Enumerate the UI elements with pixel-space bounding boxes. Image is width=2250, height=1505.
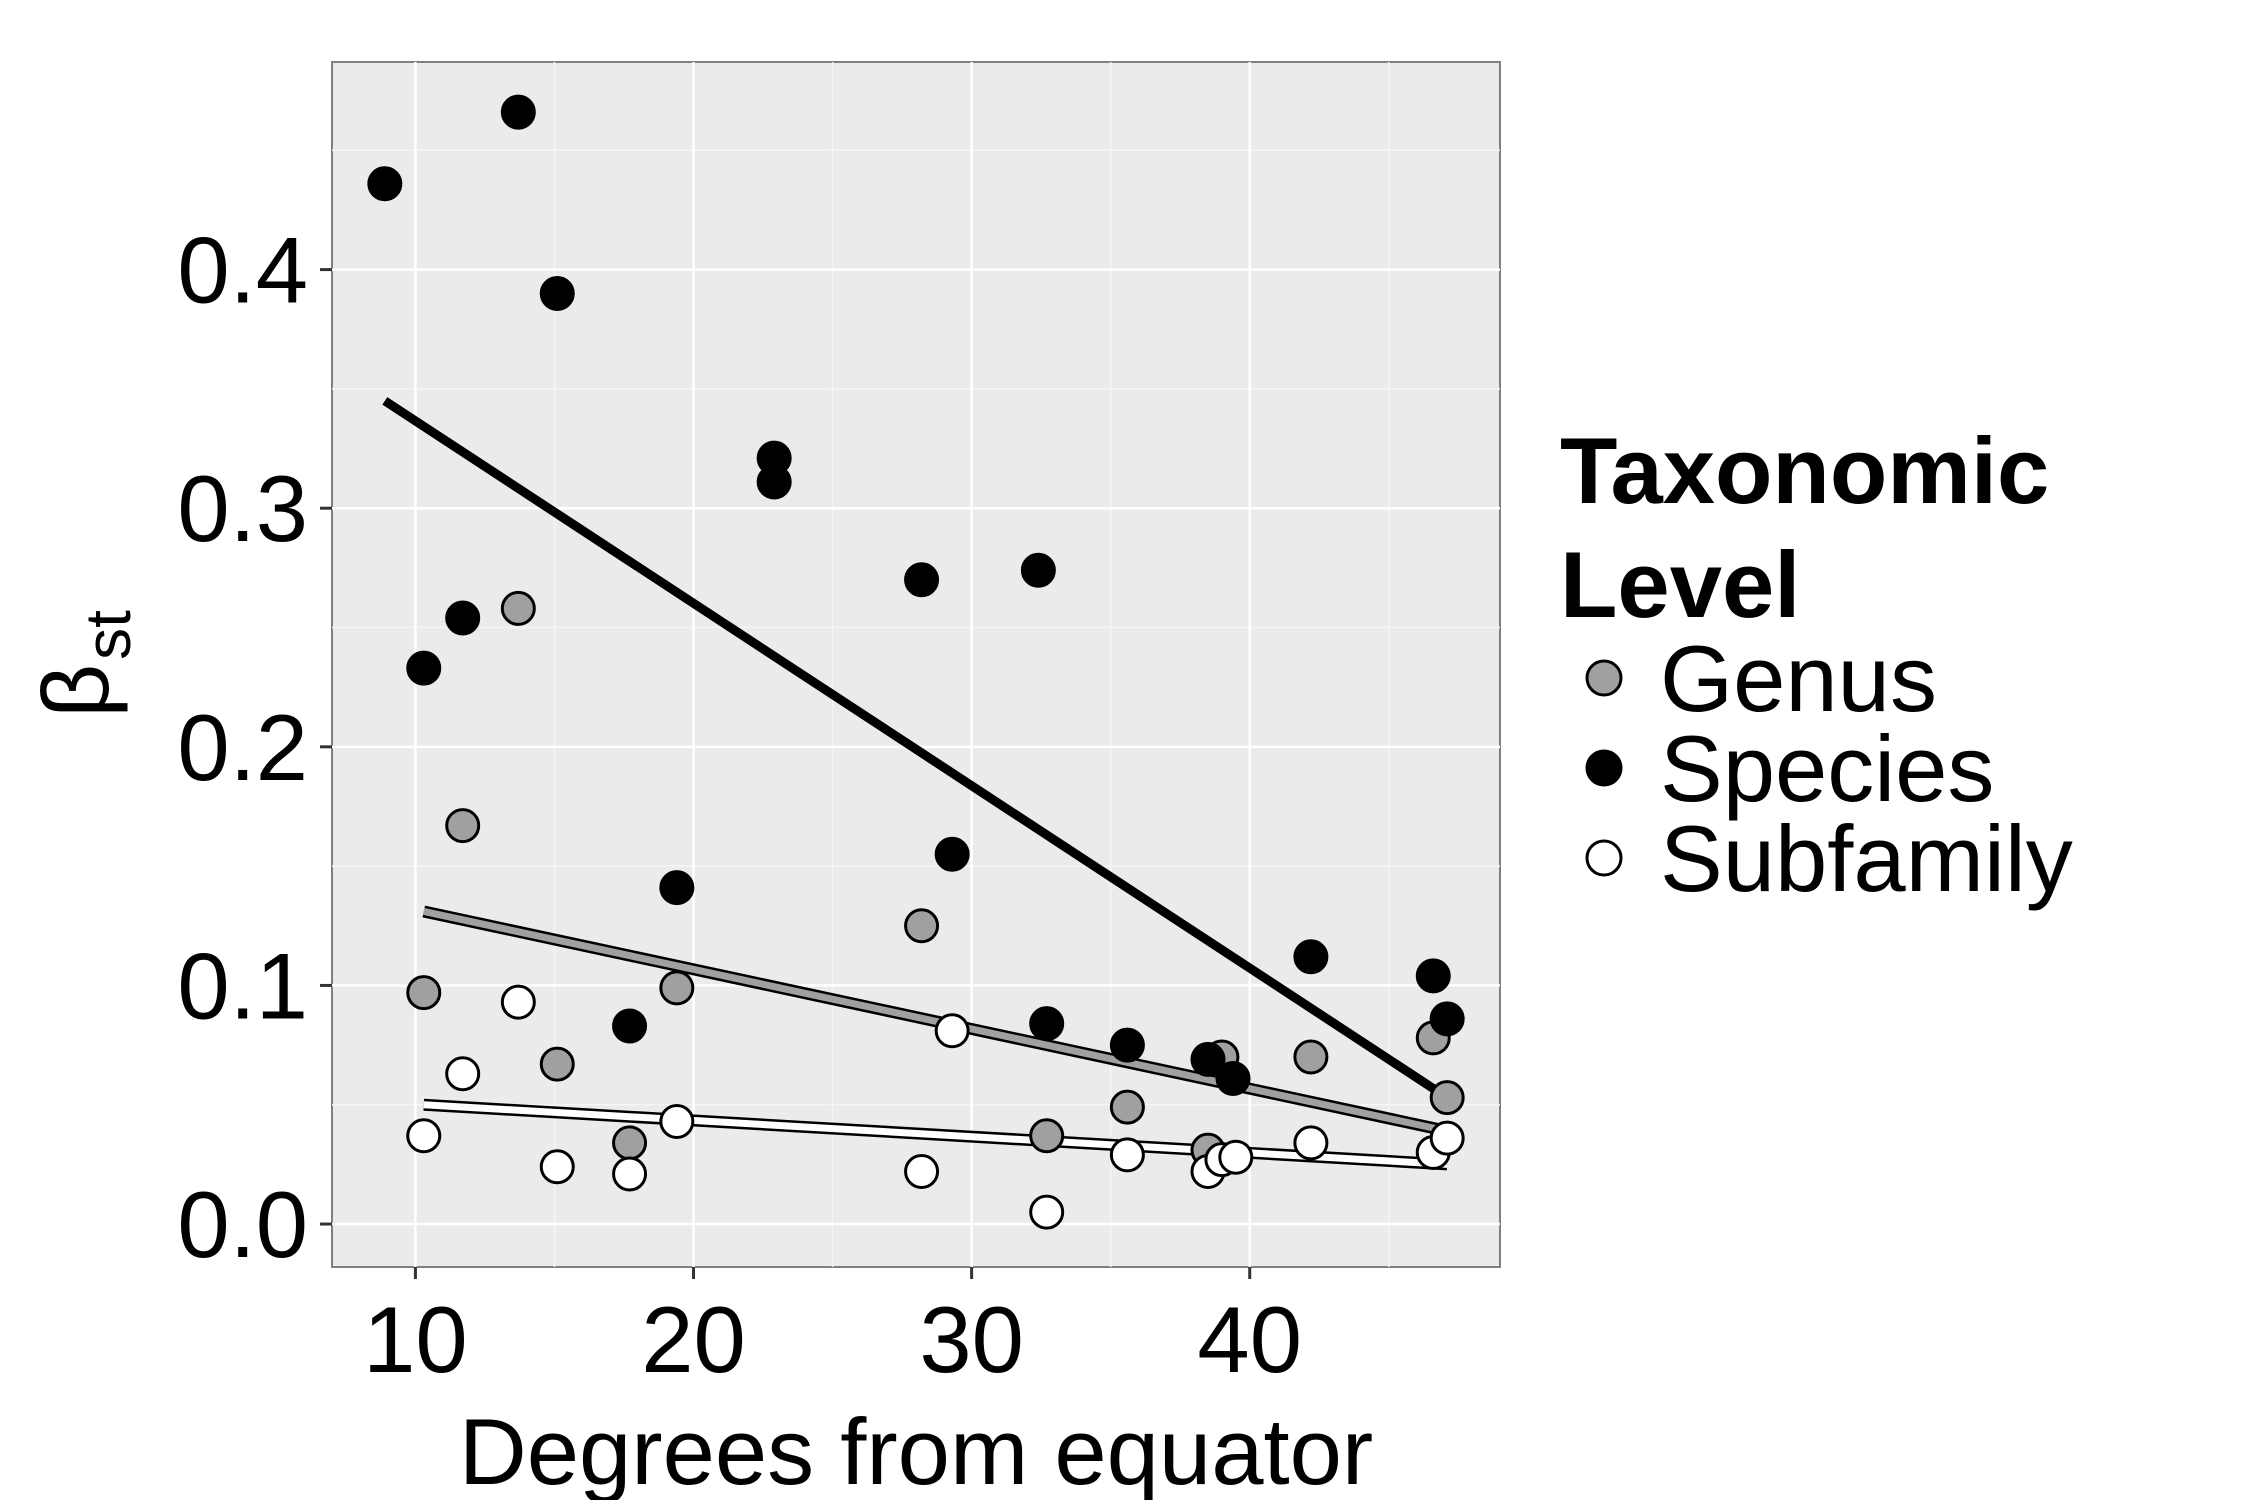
data-point-subfamily [659,1103,695,1139]
data-point-species [406,650,442,686]
y-tick-label: 0.3 [177,456,308,561]
data-point-species [367,166,403,202]
data-point-species [1029,1006,1065,1042]
x-axis-ticks: 10 20 30 40 [363,1267,1302,1392]
legend-marker-species [1585,749,1623,787]
y-tick-label: 0.1 [177,933,308,1038]
x-tick-label: 20 [641,1287,746,1392]
data-point-genus [1109,1089,1145,1125]
y-axis-title: βst [23,610,144,718]
data-point-genus [539,1046,575,1082]
data-point-species [904,562,940,598]
y-tick-label: 0.2 [177,695,308,800]
data-point-subfamily [934,1013,970,1049]
data-point-subfamily [1429,1120,1465,1156]
data-point-genus [1293,1039,1329,1075]
data-point-species [934,836,970,872]
data-point-subfamily [904,1154,940,1190]
data-point-species [1215,1060,1251,1096]
y-tick-label: 0.0 [177,1172,308,1277]
x-axis-title: Degrees from equator [459,1399,1373,1500]
data-point-species [1415,958,1451,994]
data-point-subfamily [1293,1125,1329,1161]
data-point-species [1293,939,1329,975]
trend-line-species [382,397,1450,1102]
legend-marker-genus [1585,659,1623,697]
data-point-species [539,275,575,311]
data-point-subfamily [1218,1139,1254,1175]
data-point-species [1190,1041,1226,1077]
major-gridlines [332,62,1500,1267]
data-point-species [1109,1027,1145,1063]
y-axis-title-beta: β [23,664,128,718]
x-tick-label: 10 [363,1287,468,1392]
trend-line-subfamily [423,1101,1448,1168]
trend-lines [382,397,1450,1171]
data-point-subfamily [445,1056,481,1092]
data-point-subfamily [612,1156,648,1192]
y-axis-ticks: 0.0 0.1 0.2 0.3 0.4 [177,218,332,1277]
trend-line-genus [423,908,1448,1135]
legend-title-line2: Level [1560,532,1800,637]
x-tick-label: 40 [1197,1287,1302,1392]
data-point-species [659,870,695,906]
data-point-genus [500,590,536,626]
data-points [367,94,1465,1230]
legend-title-line1: Taxonomic [1560,418,2049,523]
data-point-genus [612,1125,648,1161]
legend-label-species: Species [1660,716,1994,821]
data-point-genus [1429,1080,1465,1116]
data-point-subfamily [406,1118,442,1154]
data-point-subfamily [500,984,536,1020]
data-point-species [612,1008,648,1044]
plot-background [331,61,1501,1268]
data-point-species [756,464,792,500]
data-point-species [445,600,481,636]
y-tick-label: 0.4 [177,218,308,323]
data-point-genus [1029,1118,1065,1154]
data-point-genus [406,975,442,1011]
data-point-genus [659,970,695,1006]
data-point-species [500,94,536,130]
data-point-subfamily [1029,1194,1065,1230]
data-point-species [1020,552,1056,588]
data-point-species [1429,1001,1465,1037]
data-point-subfamily [539,1149,575,1185]
data-point-genus [904,908,940,944]
legend-label-genus: Genus [1660,626,1937,731]
legend-marker-subfamily [1585,839,1623,877]
x-tick-label: 30 [919,1287,1024,1392]
data-point-genus [445,808,481,844]
legend-label-subfamily: Subfamily [1660,806,2073,911]
data-point-subfamily [1109,1137,1145,1173]
y-axis-title-subscript: st [72,610,144,660]
